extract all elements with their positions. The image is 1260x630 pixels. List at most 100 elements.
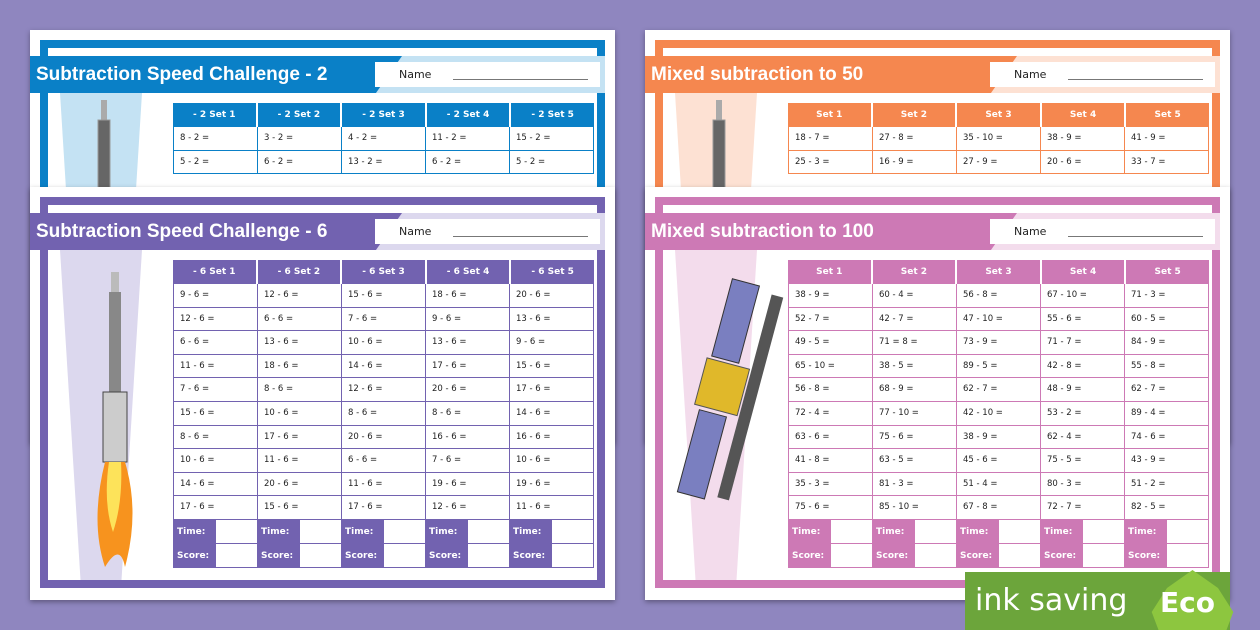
score-cell[interactable]: Score: xyxy=(426,543,510,567)
question-cell[interactable]: 12 - 6 = xyxy=(342,378,426,401)
question-cell[interactable]: 10 - 6 = xyxy=(174,449,258,472)
question-cell[interactable]: 48 - 9 = xyxy=(1041,378,1125,401)
score-cell[interactable]: Score: xyxy=(258,543,342,567)
question-cell[interactable]: 15 - 6 = xyxy=(342,284,426,307)
question-cell[interactable]: 33 - 7 = xyxy=(1125,150,1209,174)
question-cell[interactable]: 11 - 6 = xyxy=(510,496,594,519)
score-cell[interactable]: Score: xyxy=(342,543,426,567)
question-cell[interactable]: 62 - 7 = xyxy=(1125,378,1209,401)
question-cell[interactable]: 11 - 6 = xyxy=(258,449,342,472)
question-cell[interactable]: 67 - 8 = xyxy=(957,496,1041,519)
question-cell[interactable]: 6 - 2 = xyxy=(258,150,342,174)
question-cell[interactable]: 42 - 8 = xyxy=(1041,354,1125,378)
question-cell[interactable]: 84 - 9 = xyxy=(1125,331,1209,354)
time-cell[interactable]: Time: xyxy=(789,519,873,543)
question-cell[interactable]: 20 - 6 = xyxy=(510,284,594,307)
time-cell[interactable]: Time: xyxy=(1041,519,1125,543)
time-cell[interactable]: Time: xyxy=(510,519,594,543)
question-cell[interactable]: 7 - 6 = xyxy=(342,307,426,331)
time-cell[interactable]: Time: xyxy=(174,519,258,543)
question-cell[interactable]: 8 - 6 = xyxy=(258,378,342,401)
question-cell[interactable]: 11 - 2 = xyxy=(426,127,510,150)
question-cell[interactable]: 55 - 8 = xyxy=(1125,354,1209,378)
question-cell[interactable]: 12 - 6 = xyxy=(258,284,342,307)
question-cell[interactable]: 35 - 3 = xyxy=(789,472,873,496)
question-cell[interactable]: 18 - 6 = xyxy=(258,354,342,378)
question-cell[interactable]: 81 - 3 = xyxy=(873,472,957,496)
question-cell[interactable]: 12 - 6 = xyxy=(174,307,258,331)
question-cell[interactable]: 85 - 10 = xyxy=(873,496,957,519)
time-cell[interactable]: Time: xyxy=(957,519,1041,543)
question-cell[interactable]: 41 - 9 = xyxy=(1125,127,1209,150)
question-cell[interactable]: 6 - 6 = xyxy=(258,307,342,331)
question-cell[interactable]: 52 - 7 = xyxy=(789,307,873,331)
question-cell[interactable]: 71 = 8 = xyxy=(873,331,957,354)
question-cell[interactable]: 38 - 5 = xyxy=(873,354,957,378)
score-cell[interactable]: Score: xyxy=(510,543,594,567)
question-cell[interactable]: 20 - 6 = xyxy=(342,425,426,449)
question-cell[interactable]: 17 - 6 = xyxy=(342,496,426,519)
question-cell[interactable]: 35 - 10 = xyxy=(957,127,1041,150)
question-cell[interactable]: 77 - 10 = xyxy=(873,401,957,425)
question-cell[interactable]: 8 - 6 = xyxy=(342,401,426,425)
question-cell[interactable]: 13 - 6 = xyxy=(258,331,342,354)
question-cell[interactable]: 11 - 6 = xyxy=(342,472,426,496)
question-cell[interactable]: 72 - 7 = xyxy=(1041,496,1125,519)
time-cell[interactable]: Time: xyxy=(342,519,426,543)
time-cell[interactable]: Time: xyxy=(873,519,957,543)
question-cell[interactable]: 13 - 2 = xyxy=(342,150,426,174)
score-cell[interactable]: Score: xyxy=(174,543,258,567)
question-cell[interactable]: 60 - 5 = xyxy=(1125,307,1209,331)
question-cell[interactable]: 75 - 6 = xyxy=(789,496,873,519)
question-cell[interactable]: 38 - 9 = xyxy=(789,284,873,307)
question-cell[interactable]: 14 - 6 = xyxy=(174,472,258,496)
question-cell[interactable]: 6 - 2 = xyxy=(426,150,510,174)
question-cell[interactable]: 18 - 7 = xyxy=(789,127,873,150)
question-cell[interactable]: 41 - 8 = xyxy=(789,449,873,472)
question-cell[interactable]: 63 - 6 = xyxy=(789,425,873,449)
question-cell[interactable]: 17 - 6 = xyxy=(510,378,594,401)
score-cell[interactable]: Score: xyxy=(957,543,1041,567)
question-cell[interactable]: 11 - 6 = xyxy=(174,354,258,378)
question-cell[interactable]: 13 - 6 = xyxy=(510,307,594,331)
question-cell[interactable]: 68 - 9 = xyxy=(873,378,957,401)
question-cell[interactable]: 14 - 6 = xyxy=(342,354,426,378)
question-cell[interactable]: 4 - 2 = xyxy=(342,127,426,150)
question-cell[interactable]: 5 - 2 = xyxy=(510,150,594,174)
question-cell[interactable]: 65 - 10 = xyxy=(789,354,873,378)
question-cell[interactable]: 9 - 6 = xyxy=(426,307,510,331)
question-cell[interactable]: 42 - 7 = xyxy=(873,307,957,331)
question-cell[interactable]: 51 - 4 = xyxy=(957,472,1041,496)
question-cell[interactable]: 71 - 3 = xyxy=(1125,284,1209,307)
question-cell[interactable]: 18 - 6 = xyxy=(426,284,510,307)
question-cell[interactable]: 62 - 7 = xyxy=(957,378,1041,401)
question-cell[interactable]: 20 - 6 = xyxy=(1041,150,1125,174)
question-cell[interactable]: 63 - 5 = xyxy=(873,449,957,472)
question-cell[interactable]: 74 - 6 = xyxy=(1125,425,1209,449)
question-cell[interactable]: 15 - 6 = xyxy=(258,496,342,519)
question-cell[interactable]: 56 - 8 = xyxy=(957,284,1041,307)
question-cell[interactable]: 17 - 6 = xyxy=(426,354,510,378)
question-cell[interactable]: 16 - 6 = xyxy=(510,425,594,449)
question-cell[interactable]: 8 - 6 = xyxy=(174,425,258,449)
question-cell[interactable]: 62 - 4 = xyxy=(1041,425,1125,449)
name-field[interactable]: Name xyxy=(990,62,1215,87)
question-cell[interactable]: 42 - 10 = xyxy=(957,401,1041,425)
score-cell[interactable]: Score: xyxy=(1041,543,1125,567)
question-cell[interactable]: 75 - 6 = xyxy=(873,425,957,449)
question-cell[interactable]: 15 - 2 = xyxy=(510,127,594,150)
name-field[interactable]: Name xyxy=(375,219,600,244)
question-cell[interactable]: 27 - 9 = xyxy=(957,150,1041,174)
question-cell[interactable]: 12 - 6 = xyxy=(426,496,510,519)
question-cell[interactable]: 13 - 6 = xyxy=(426,331,510,354)
question-cell[interactable]: 9 - 6 = xyxy=(174,284,258,307)
question-cell[interactable]: 45 - 6 = xyxy=(957,449,1041,472)
question-cell[interactable]: 49 - 5 = xyxy=(789,331,873,354)
question-cell[interactable]: 5 - 2 = xyxy=(174,150,258,174)
question-cell[interactable]: 20 - 6 = xyxy=(426,378,510,401)
question-cell[interactable]: 15 - 6 = xyxy=(510,354,594,378)
name-field[interactable]: Name xyxy=(990,219,1215,244)
time-cell[interactable]: Time: xyxy=(426,519,510,543)
question-cell[interactable]: 89 - 5 = xyxy=(957,354,1041,378)
question-cell[interactable]: 20 - 6 = xyxy=(258,472,342,496)
